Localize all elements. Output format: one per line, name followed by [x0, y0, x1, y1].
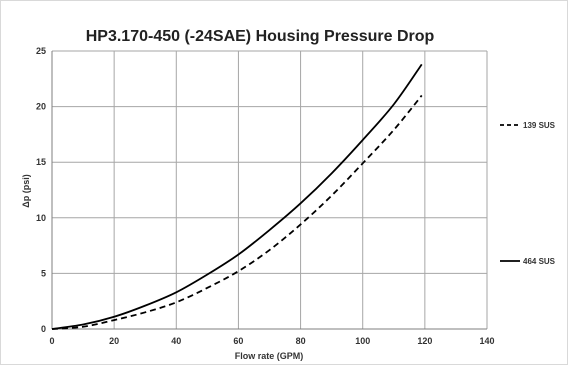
legend: 139 SUS 464 SUS: [500, 121, 556, 266]
series-layer: [51, 63, 423, 330]
axes: [51, 51, 487, 330]
y-tick-label: 10: [36, 213, 46, 223]
x-tick-label: 80: [296, 336, 306, 346]
y-tick-label: 25: [36, 46, 46, 56]
chart-title: HP3.170-450 (-24SAE) Housing Pressure Dr…: [86, 28, 435, 45]
y-tick-label: 15: [36, 157, 46, 167]
x-tick-label: 20: [109, 336, 119, 346]
y-tick-label: 0: [41, 324, 46, 334]
y-tick-label: 5: [41, 268, 46, 278]
x-tick-label: 60: [233, 336, 243, 346]
x-tick-label: 120: [417, 336, 432, 346]
x-tick-label: 100: [355, 336, 370, 346]
grid: [51, 50, 488, 330]
series-line-139-sus: [51, 94, 423, 330]
y-tick-label: 20: [36, 102, 46, 112]
x-tick-label: 0: [49, 336, 54, 346]
legend-label: 139 SUS: [523, 121, 556, 130]
x-tick-label: 40: [171, 336, 181, 346]
series-line-464-sus: [51, 63, 423, 330]
x-axis-label: Flow rate (GPM): [235, 351, 304, 361]
x-tick-label: 140: [479, 336, 494, 346]
legend-label: 464 SUS: [523, 257, 556, 266]
tick-labels: 0 20 40 60 80 100 120 140 0 5 10 15 20 25: [36, 46, 495, 346]
y-axis-label: Δp (psi): [21, 174, 31, 207]
